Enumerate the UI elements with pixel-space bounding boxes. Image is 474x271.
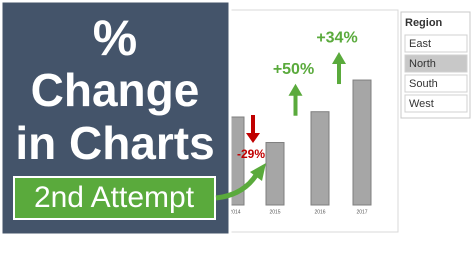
headline: in Charts [15, 117, 214, 169]
slicer-item-label[interactable]: East [409, 38, 431, 50]
slicer-item[interactable] [404, 94, 468, 113]
badge-text: 2nd Attempt [34, 181, 195, 214]
x-tick-label: 2015 [269, 209, 280, 215]
headline: % [93, 10, 137, 66]
arrow-head [332, 52, 346, 65]
arrow-head [246, 133, 260, 143]
chart: 2014 2015 2016 2017 -29% +50%+34% [225, 29, 372, 215]
bar [310, 111, 330, 206]
x-tick-label: 2016 [314, 209, 325, 215]
slicer-item-label[interactable]: North [409, 58, 436, 70]
bar [265, 142, 285, 206]
change-label: +34% [316, 29, 357, 46]
change-label: +50% [273, 61, 314, 78]
headline: Change [31, 64, 200, 116]
bar [352, 79, 372, 206]
badge [13, 176, 216, 220]
arrow-head [250, 163, 266, 181]
slicer-item[interactable] [404, 54, 468, 73]
x-tick-label: 2014 [229, 209, 240, 215]
slicer-item-label[interactable]: West [409, 98, 434, 110]
arrow-head [288, 83, 303, 96]
change-label: -29% [237, 147, 265, 161]
slicer-item-label[interactable]: South [409, 78, 438, 90]
slicer-item[interactable] [404, 34, 468, 53]
slicer-items: East North South West [404, 34, 468, 113]
slicer-item[interactable] [404, 74, 468, 93]
x-tick-label: 2017 [356, 209, 367, 215]
slicer-title: Region [405, 17, 443, 29]
